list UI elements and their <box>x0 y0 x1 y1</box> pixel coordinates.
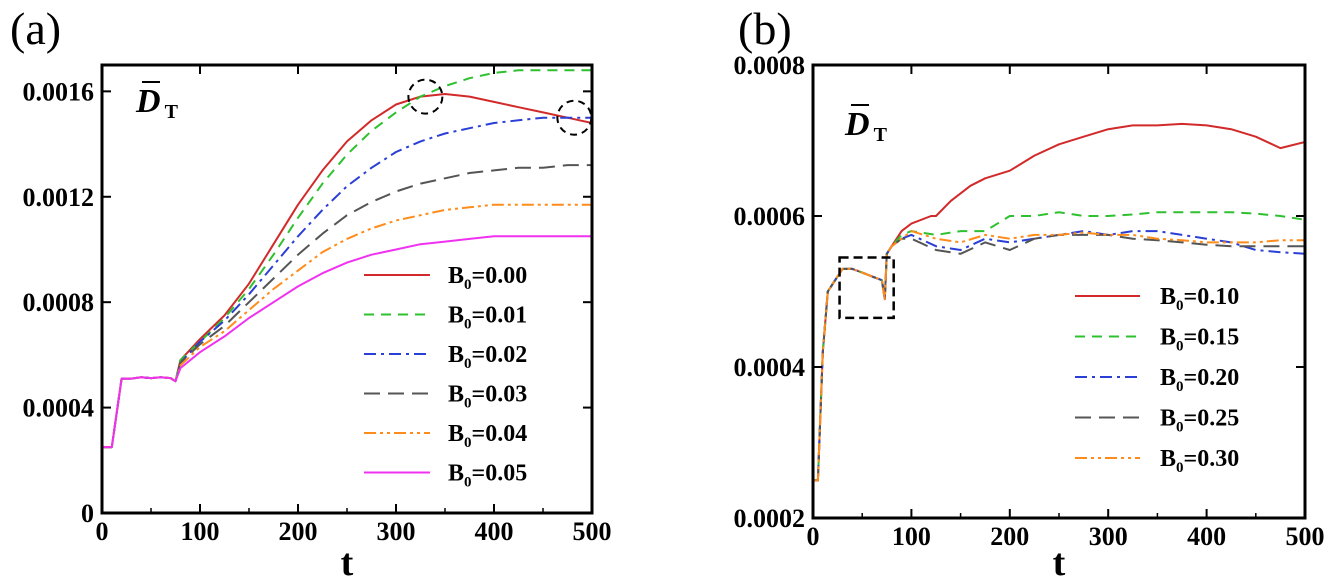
series-line-b0-0-20 <box>813 230 1305 482</box>
x-tick-label: 100 <box>892 522 931 551</box>
x-tick-label: 400 <box>475 517 514 546</box>
legend-entry: B0=0.20 <box>1160 365 1239 395</box>
annotation-circle-1 <box>407 78 444 115</box>
legend-entry: B0=0.04 <box>448 421 527 451</box>
x-tick-label: 0 <box>807 522 820 551</box>
panel-label: (a) <box>10 3 61 54</box>
y-tick-label: 0.0008 <box>734 51 806 80</box>
y-axis-label-main: D <box>135 83 161 120</box>
x-tick-label: 500 <box>573 517 612 546</box>
x-axis-title: t <box>1053 542 1066 577</box>
x-tick-label: 0 <box>96 517 109 546</box>
y-axis-label-subscript: T <box>874 124 888 146</box>
legend-entry: B0=0.10 <box>1160 284 1239 314</box>
y-axis-label-main: D <box>844 106 870 143</box>
series-line-b0-0-25 <box>813 233 1305 482</box>
x-tick-label: 200 <box>990 522 1029 551</box>
x-tick-label: 200 <box>279 517 318 546</box>
x-tick-label: 100 <box>181 517 220 546</box>
y-tick-label: 0.0004 <box>23 394 95 423</box>
legend-entry: B0=0.25 <box>1160 406 1239 436</box>
y-tick-label: 0.0006 <box>734 202 806 231</box>
y-tick-label: 0.0016 <box>23 77 95 106</box>
x-tick-label: 400 <box>1187 522 1226 551</box>
x-tick-label: 300 <box>1089 522 1128 551</box>
panel-label: (b) <box>738 3 792 54</box>
y-tick-label: 0.0008 <box>23 288 95 317</box>
legend-entry: B0=0.02 <box>448 342 527 372</box>
chart-panel-b: 0 100 200 300 400 500 0.0002 0.0004 0.0006 0.0008… <box>734 3 1325 577</box>
legend-entry: B0=0.05 <box>448 461 527 491</box>
legend-entry: B0=0.30 <box>1160 446 1239 476</box>
series-line-b0-0-05 <box>102 235 592 449</box>
y-tick-label: 0 <box>81 499 94 528</box>
legend-entry: B0=0.00 <box>448 263 527 293</box>
y-tick-label: 0.0012 <box>23 183 95 212</box>
series-line-b0-0-01 <box>102 69 592 449</box>
y-tick-label: 0.0004 <box>734 353 806 382</box>
legend-entry: B0=0.15 <box>1160 325 1239 355</box>
annotation-rectangle <box>838 256 895 320</box>
legend-entry: B0=0.03 <box>448 382 527 412</box>
x-tick-label: 500 <box>1286 522 1325 551</box>
x-axis-title: t <box>341 542 354 577</box>
y-tick-label: 0.0002 <box>734 504 806 533</box>
y-axis-label-subscript: T <box>165 101 179 123</box>
series-group <box>102 69 592 449</box>
x-tick-label: 300 <box>377 517 416 546</box>
legend-entry: B0=0.01 <box>448 303 527 333</box>
chart-panel-a: 0 100 200 300 400 500 0 0.0004 0.0008 0.0012 0.001… <box>10 3 612 577</box>
